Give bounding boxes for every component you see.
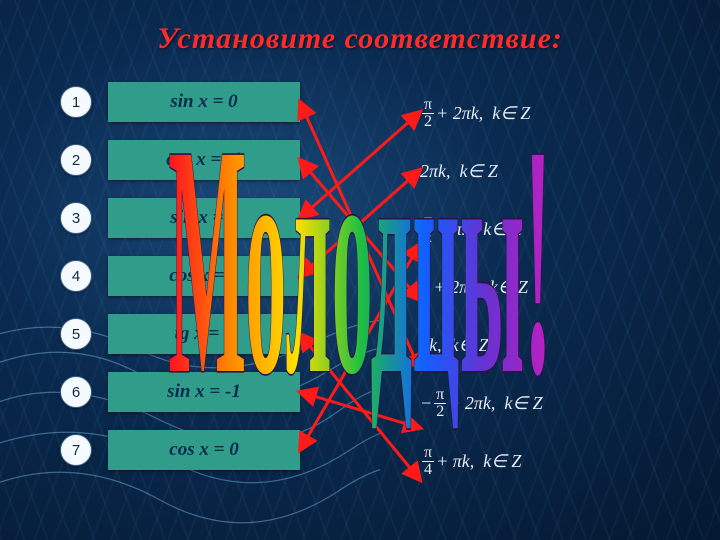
number-badge: 1 bbox=[60, 86, 92, 118]
equation-card[interactable]: cos x = -1 bbox=[108, 140, 300, 180]
number-badge: 7 bbox=[60, 434, 92, 466]
equation-row: 3 sin x = 1 bbox=[60, 196, 300, 240]
equations-column: 1 sin x = 0 2 cos x = -1 3 sin x = 1 4 c… bbox=[60, 80, 300, 486]
number-badge: 5 bbox=[60, 318, 92, 350]
page-title: Установите соответствие: bbox=[0, 22, 720, 56]
equation-card[interactable]: sin x = 1 bbox=[108, 198, 300, 238]
equation-row: 6 sin x = -1 bbox=[60, 370, 300, 414]
equation-row: 7 cos x = 0 bbox=[60, 428, 300, 472]
equation-row: 1 sin x = 0 bbox=[60, 80, 300, 124]
equation-card[interactable]: sin x = 0 bbox=[108, 82, 300, 122]
equation-card[interactable]: tg x = 1 bbox=[108, 314, 300, 354]
equation-row: 4 cos x = 1 bbox=[60, 254, 300, 298]
answer-formula[interactable]: − π2 + 2πk, k ∈ Z bbox=[420, 374, 700, 432]
answer-formula[interactable]: πk, k ∈ Z bbox=[420, 316, 700, 374]
answer-formula[interactable]: π2 + 2πk, k ∈ Z bbox=[420, 84, 700, 142]
equation-row: 2 cos x = -1 bbox=[60, 138, 300, 182]
equation-card[interactable]: cos x = 1 bbox=[108, 256, 300, 296]
answers-column: π2 + 2πk, k ∈ Z 2πk, k ∈ Z π2 + πk, k ∈ … bbox=[420, 84, 700, 490]
number-badge: 4 bbox=[60, 260, 92, 292]
answer-formula[interactable]: π4 + πk, k ∈ Z bbox=[420, 432, 700, 490]
equation-row: 5 tg x = 1 bbox=[60, 312, 300, 356]
answer-formula[interactable]: π + 2πk, k ∈ Z bbox=[420, 258, 700, 316]
answer-formula[interactable]: 2πk, k ∈ Z bbox=[420, 142, 700, 200]
number-badge: 3 bbox=[60, 202, 92, 234]
number-badge: 6 bbox=[60, 376, 92, 408]
number-badge: 2 bbox=[60, 144, 92, 176]
equation-card[interactable]: sin x = -1 bbox=[108, 372, 300, 412]
equation-card[interactable]: cos x = 0 bbox=[108, 430, 300, 470]
answer-formula[interactable]: π2 + πk, k ∈ Z bbox=[420, 200, 700, 258]
